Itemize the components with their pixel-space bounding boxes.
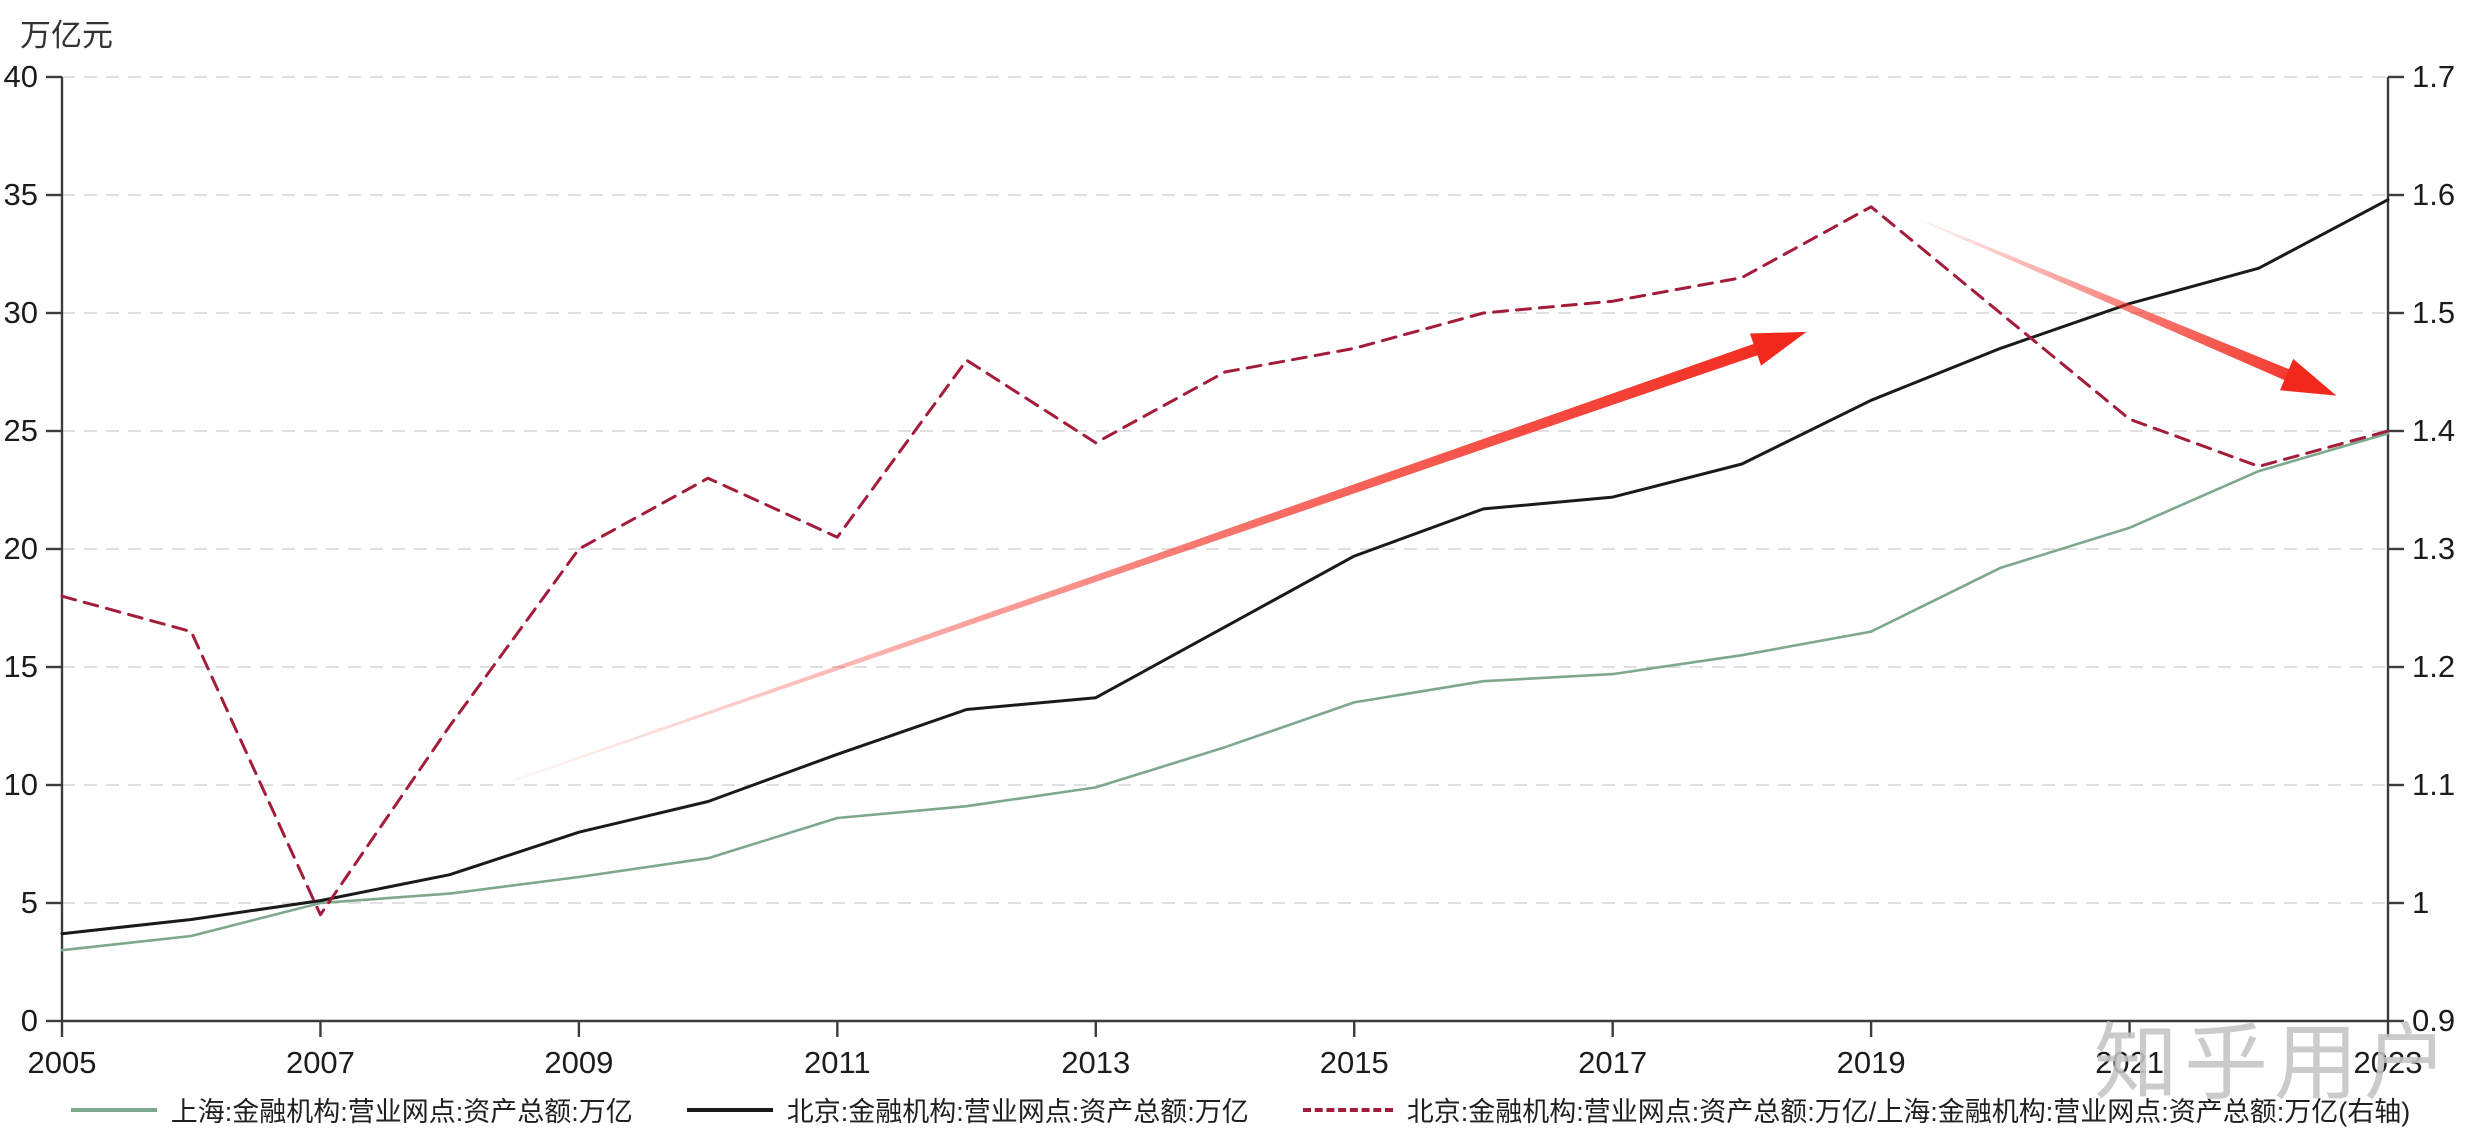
left-axis-tick-label: 25 [4,413,38,448]
left-axis-tick-label: 40 [4,59,38,94]
x-axis-tick-label: 2011 [804,1045,871,1080]
left-axis-tick-label: 5 [21,885,38,920]
x-axis-tick-label: 2023 [2354,1045,2423,1080]
right-axis-tick-label: 1.4 [2412,413,2455,448]
left-axis-tick-label: 20 [4,531,38,566]
shanghai-line-swatch-icon [70,1107,157,1112]
left-axis-tick-label: 30 [4,295,38,330]
right-axis-tick-label: 1.1 [2412,767,2455,802]
legend-item-shanghai: 上海:金融机构:营业网点:资产总额:万亿 [70,1090,633,1129]
right-axis-tick-label: 0.9 [2412,1003,2455,1038]
x-axis-tick-label: 2007 [286,1045,355,1080]
x-axis-tick-label: 2013 [1061,1045,1130,1080]
right-axis-tick-label: 1.2 [2412,649,2455,684]
left-axis-tick-label: 35 [4,177,38,212]
right-axis-tick-label: 1.5 [2412,295,2455,330]
zhihu-user-watermark: 知乎用户 [2094,1016,2455,1110]
legend-item-ratio: 北京:金融机构:营业网点:资产总额:万亿/上海:金融机构:营业网点:资产总额:万… [1302,1090,2411,1129]
x-axis-tick-label: 2021 [2095,1045,2164,1080]
series-line-beijing [60,198,2390,936]
series-line-shanghai [60,432,2390,952]
legend-label-shanghai: 上海:金融机构:营业网点:资产总额:万亿 [170,1097,633,1127]
trend-arrow-up-shaft [514,342,1762,782]
series-line-ratio [60,205,2390,917]
left-axis-unit-title: 万亿元 [20,18,113,53]
beijing-line-swatch-icon [686,1107,773,1112]
ratio-line-swatch-icon [1302,1107,1393,1112]
trend-arrow-down-shaft [1922,220,2293,382]
chart-legend: 上海:金融机构:营业网点:资产总额:万亿 北京:金融机构:营业网点:资产总额:万… [0,1090,2481,1129]
x-axis-tick-label: 2019 [1837,1045,1906,1080]
x-axis-tick-label: 2005 [28,1045,97,1080]
right-axis-tick-label: 1.6 [2412,177,2455,212]
right-axis-tick-label: 1.3 [2412,531,2455,566]
x-axis-tick-label: 2015 [1320,1045,1389,1080]
right-axis-tick-label: 1.7 [2412,59,2455,94]
right-axis-tick-label: 1 [2412,885,2429,920]
legend-label-beijing: 北京:金融机构:营业网点:资产总额:万亿 [786,1097,1249,1127]
left-axis-tick-label: 10 [4,767,38,802]
left-axis-tick-label: 15 [4,649,38,684]
x-axis-tick-label: 2017 [1578,1045,1647,1080]
legend-item-beijing: 北京:金融机构:营业网点:资产总额:万亿 [686,1090,1249,1129]
left-axis-tick-label: 0 [21,1003,38,1038]
trend-arrow-up-head [1749,331,1807,366]
trend-arrow-down-head [2279,358,2337,396]
legend-label-ratio: 北京:金融机构:营业网点:资产总额:万亿/上海:金融机构:营业网点:资产总额:万… [1406,1097,2411,1127]
x-axis-tick-label: 2009 [544,1045,613,1080]
